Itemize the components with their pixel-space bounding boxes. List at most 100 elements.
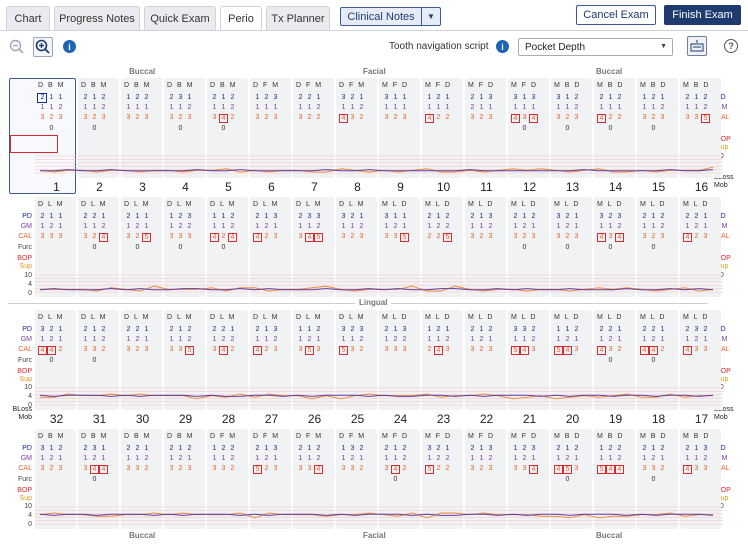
gm-value[interactable]: 2 — [617, 455, 622, 462]
gm-value[interactable]: 1 — [58, 336, 63, 343]
gm-value[interactable]: 1 — [599, 455, 604, 462]
pd-value[interactable]: 3 — [531, 445, 536, 452]
cal-value[interactable]: 3 — [350, 346, 355, 353]
cal-value[interactable]: 4 — [520, 346, 529, 355]
cal-value[interactable]: 4 — [90, 465, 99, 474]
bop-selected-box[interactable] — [10, 135, 58, 153]
finish-exam-button[interactable]: Finish Exam — [664, 5, 741, 25]
pd-value[interactable]: 3 — [307, 213, 312, 220]
cal-value[interactable]: 2 — [101, 346, 106, 353]
tooth-cell[interactable] — [637, 197, 678, 297]
pd-value[interactable]: 3 — [427, 445, 432, 452]
cal-value[interactable]: 4 — [563, 346, 572, 355]
gm-value[interactable]: 1 — [513, 104, 518, 111]
gm-value[interactable]: 1 — [479, 104, 484, 111]
tooth-cell[interactable] — [164, 310, 205, 410]
tooth-cell[interactable] — [78, 429, 119, 529]
cal-value[interactable]: 3 — [531, 346, 536, 353]
cal-value[interactable]: 3 — [101, 114, 106, 121]
cal-value[interactable]: 4 — [305, 233, 314, 242]
cal-value[interactable]: 5 — [597, 465, 606, 474]
cal-value[interactable]: 3 — [350, 465, 355, 472]
cal-value[interactable]: 2 — [359, 346, 364, 353]
cal-value[interactable]: 2 — [565, 233, 570, 240]
tooth-cell[interactable] — [508, 429, 549, 529]
tooth-cell[interactable] — [207, 310, 248, 410]
gm-value[interactable]: 1 — [599, 223, 604, 230]
pd-value[interactable]: 3 — [556, 213, 561, 220]
cal-value[interactable]: 3 — [212, 465, 217, 472]
gm-value[interactable]: 1 — [608, 223, 613, 230]
gm-value[interactable]: 1 — [651, 104, 656, 111]
gm-value[interactable]: 2 — [307, 336, 312, 343]
gm-value[interactable]: 2 — [703, 455, 708, 462]
pd-value[interactable]: 1 — [427, 94, 432, 101]
cal-value[interactable]: 2 — [49, 114, 54, 121]
cal-value[interactable]: 3 — [298, 114, 303, 121]
gm-value[interactable]: 2 — [660, 104, 665, 111]
pd-value[interactable]: 2 — [685, 213, 690, 220]
gm-value[interactable]: 1 — [694, 104, 699, 111]
cal-value[interactable]: 2 — [694, 233, 699, 240]
gm-value[interactable]: 2 — [144, 455, 149, 462]
pd-value[interactable]: 2 — [651, 326, 656, 333]
cal-value[interactable]: 2 — [436, 114, 441, 121]
pd-value[interactable]: 2 — [445, 213, 450, 220]
furc-value[interactable]: 0 — [92, 125, 97, 132]
cal-value[interactable]: 3 — [694, 465, 699, 472]
pd-value[interactable]: 2 — [187, 445, 192, 452]
gm-value[interactable]: 1 — [694, 455, 699, 462]
gm-value[interactable]: 2 — [359, 223, 364, 230]
pd-value[interactable]: 1 — [479, 445, 484, 452]
gm-value[interactable]: 1 — [513, 455, 518, 462]
tooth-cell[interactable] — [207, 78, 248, 178]
gm-value[interactable]: 1 — [49, 104, 54, 111]
nav-script-select[interactable]: Pocket Depth ▼ — [518, 38, 673, 56]
tooth-number[interactable]: 20 — [565, 412, 580, 426]
cal-value[interactable]: 2 — [427, 346, 432, 353]
cal-value[interactable]: 2 — [651, 114, 656, 121]
gm-value[interactable]: 1 — [531, 455, 536, 462]
cal-value[interactable]: 3 — [694, 346, 699, 353]
gm-value[interactable]: 2 — [178, 223, 183, 230]
gm-value[interactable]: 2 — [264, 455, 269, 462]
gm-value[interactable]: 1 — [273, 455, 278, 462]
gm-value[interactable]: 1 — [427, 223, 432, 230]
gm-value[interactable]: 1 — [144, 223, 149, 230]
tab-tx-planner[interactable]: Tx Planner — [266, 6, 330, 30]
tooth-cell[interactable] — [121, 197, 162, 297]
gm-value[interactable]: 1 — [169, 104, 174, 111]
gm-value[interactable]: 1 — [617, 104, 622, 111]
cal-value[interactable]: 2 — [359, 114, 364, 121]
gm-value[interactable]: 1 — [316, 336, 321, 343]
pd-value[interactable]: 2 — [703, 94, 708, 101]
pd-value[interactable]: 2 — [574, 94, 579, 101]
gm-value[interactable]: 1 — [212, 336, 217, 343]
pd-value[interactable]: 1 — [255, 94, 260, 101]
tooth-cell[interactable] — [637, 429, 678, 529]
pd-value[interactable]: 2 — [574, 445, 579, 452]
gm-value[interactable]: 2 — [617, 223, 622, 230]
gm-value[interactable]: 1 — [264, 104, 269, 111]
tooth-cell[interactable] — [680, 197, 721, 297]
cal-value[interactable]: 3 — [574, 114, 579, 121]
tooth-cell[interactable] — [293, 78, 334, 178]
cal-value[interactable]: 3 — [273, 233, 278, 240]
pd-value[interactable]: 1 — [49, 445, 54, 452]
gm-value[interactable]: 1 — [556, 223, 561, 230]
tooth-number[interactable]: 29 — [178, 412, 193, 426]
gm-value[interactable]: 1 — [255, 104, 260, 111]
gm-value[interactable]: 1 — [642, 104, 647, 111]
cal-value[interactable]: 3 — [608, 346, 613, 353]
cal-value[interactable]: 4 — [554, 465, 563, 474]
tooth-cell[interactable] — [637, 310, 678, 410]
cal-value[interactable]: 3 — [307, 465, 312, 472]
cal-value[interactable]: 2 — [565, 114, 570, 121]
furc-value[interactable]: 0 — [608, 244, 613, 251]
cal-value[interactable]: 4 — [597, 233, 606, 242]
gm-value[interactable]: 2 — [522, 455, 527, 462]
cal-value[interactable]: 3 — [187, 465, 192, 472]
cal-value[interactable]: 2 — [479, 233, 484, 240]
pd-value[interactable]: 3 — [402, 326, 407, 333]
cal-value[interactable]: 5 — [185, 346, 194, 355]
